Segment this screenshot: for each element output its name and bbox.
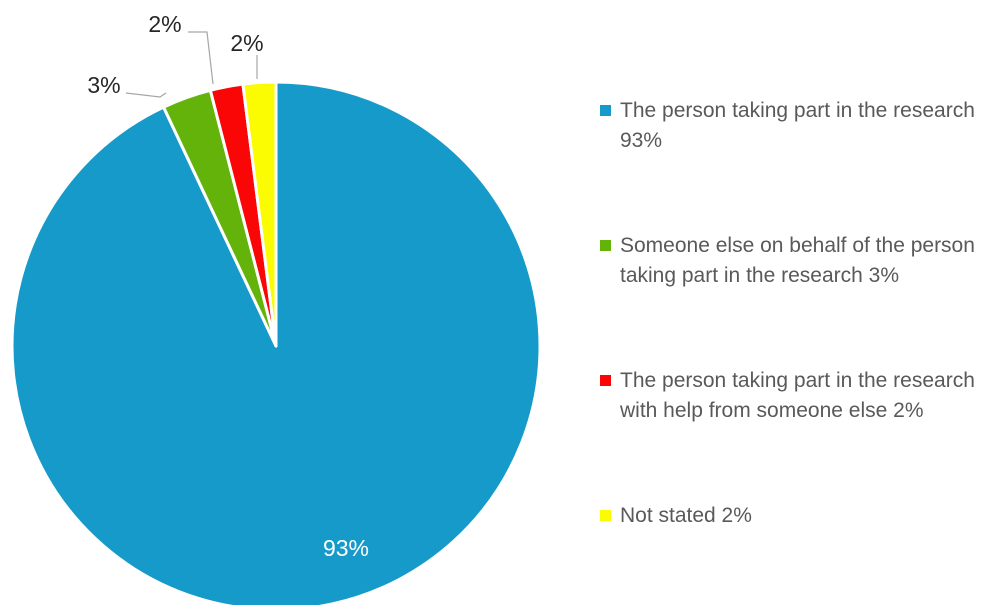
legend-swatch [600, 105, 611, 116]
legend-item-participant: The person taking part in the research 9… [600, 96, 985, 156]
legend-item-someone-else: Someone else on behalf of the person tak… [600, 231, 985, 291]
legend-label: Someone else on behalf of the person tak… [620, 234, 975, 287]
legend-label: Not stated 2% [620, 504, 752, 527]
data-labels: 93% 3% 2% 2% [87, 11, 369, 561]
legend-label: The person taking part in the research w… [620, 369, 975, 422]
pie-slices [10, 80, 542, 605]
legend-item-with-help: The person taking part in the research w… [600, 366, 985, 426]
data-label: 2% [148, 11, 181, 37]
leader-line [188, 31, 214, 85]
data-label: 3% [87, 72, 120, 98]
slice-not-stated [241, 80, 278, 348]
legend-swatch [600, 375, 611, 386]
slice-participant [10, 80, 542, 605]
legend-swatch [600, 240, 611, 251]
leader-lines [125, 31, 258, 98]
data-label: 93% [323, 535, 369, 561]
leader-line [125, 92, 167, 98]
data-label: 2% [230, 30, 263, 56]
legend-label: The person taking part in the research 9… [620, 99, 975, 152]
legend-swatch [600, 510, 611, 521]
legend-item-not-stated: Not stated 2% [600, 501, 985, 531]
